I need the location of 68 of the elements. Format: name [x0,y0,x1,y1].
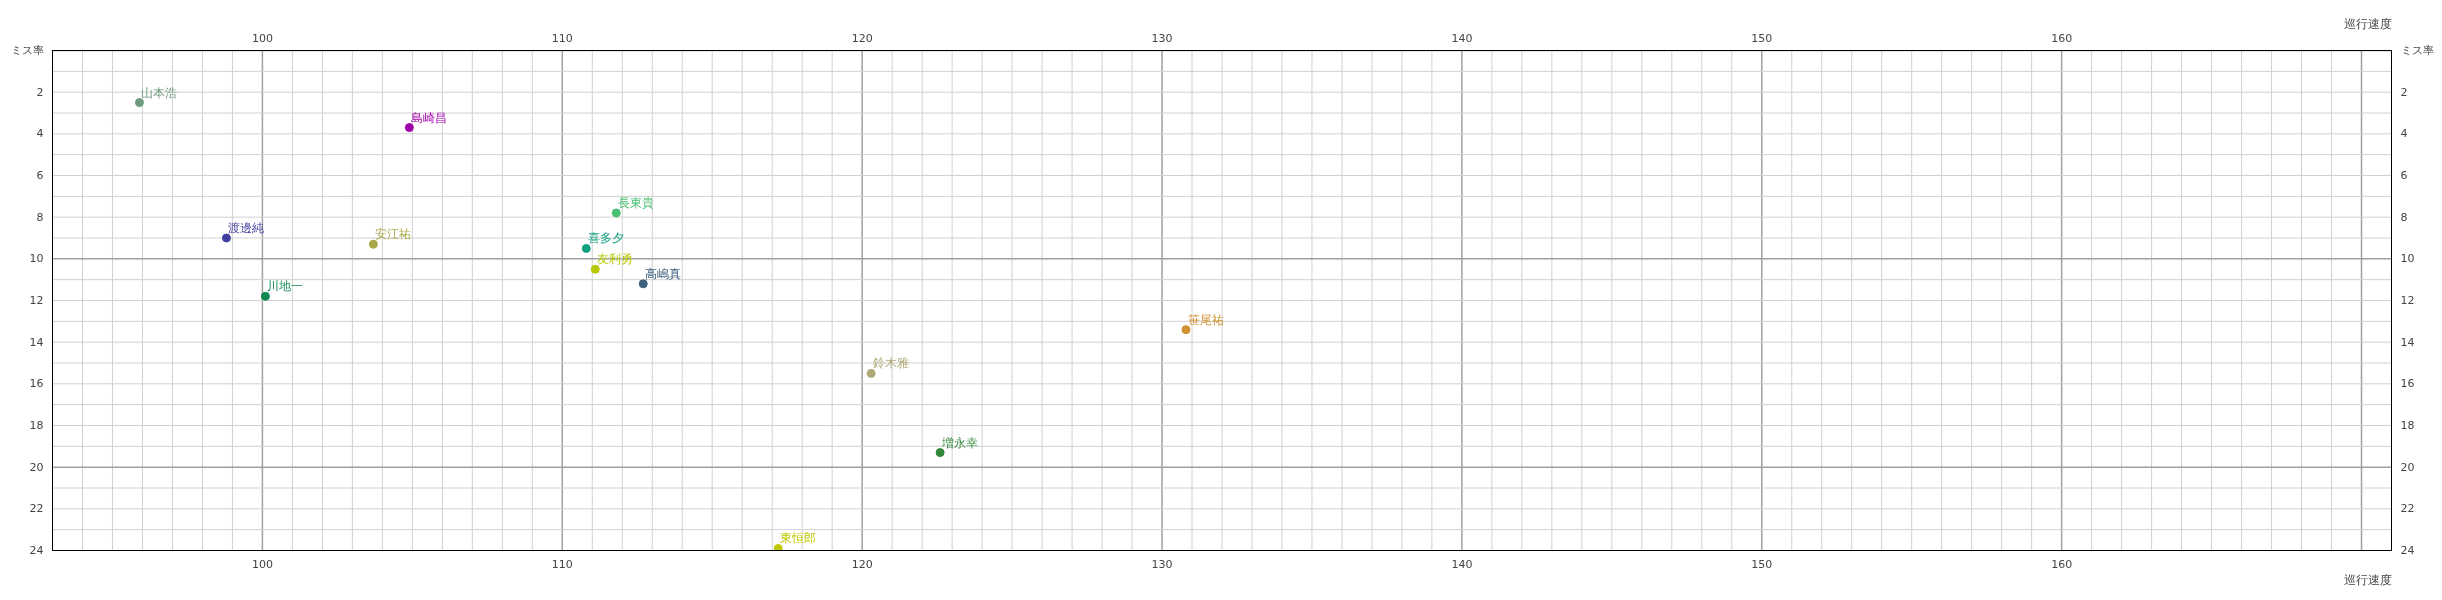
y-axis-title: ミス率 [10,44,44,57]
series-label: 山本浩 [141,85,178,100]
y-tick-label: 2 [36,85,44,99]
y2-tick-label: 22 [2400,502,2415,516]
point [581,243,591,253]
series-label: 安江祐 [375,227,412,242]
y2-tick-label: 14 [2400,335,2415,349]
y-tick-label: 16 [29,377,44,391]
y-tick-label: 20 [29,460,44,474]
y2-tick-label: 8 [2400,210,2408,224]
x2-tick-label: 140 [1451,557,1473,571]
point [866,368,876,378]
series-label: 渡邊純 [228,221,265,235]
series-label: 友利勇 [597,252,634,267]
y2-tick-label: 20 [2400,460,2415,474]
x-tick-label: 130 [1151,31,1173,45]
y-tick-label: 22 [29,502,44,516]
point [260,291,270,301]
y2-tick-label: 12 [2400,294,2415,307]
x2-tick-label: 160 [2051,557,2073,571]
y2-tick-label: 6 [2400,169,2408,182]
series-label: 高嶋真 [645,266,682,281]
y-tick-label: 10 [29,252,44,266]
x-tick-label: 160 [2051,31,2073,45]
point [368,239,378,249]
series-label: 島崎昌 [411,110,448,125]
point [221,233,231,243]
point [773,543,783,551]
x2-tick-label: 130 [1151,557,1173,571]
x-axis-title: 巡行速度 [2343,572,2392,587]
x-tick-label: 140 [1451,31,1473,45]
point [638,279,648,289]
x2-tick-label: 150 [1751,557,1773,571]
x2-axis-title: 巡行速度 [2343,16,2392,31]
y2-tick-label: 2 [2400,85,2408,99]
y-tick-label: 24 [29,544,44,557]
point [134,98,144,108]
series-label: 東恒郎 [780,531,817,546]
y-tick-label: 12 [29,294,44,307]
series-label: 長東貴 [618,196,655,210]
y-tick-label: 14 [29,335,44,349]
point [404,123,414,133]
x-tick-label: 120 [851,31,873,45]
y-tick-label: 6 [36,169,44,182]
point [611,208,621,218]
y2-axis-title: ミス率 [2400,44,2434,57]
y2-tick-label: 18 [2400,419,2415,432]
point [590,264,600,274]
series-label: 喜多夕 [588,231,625,246]
y-tick-label: 8 [36,210,44,224]
series-label: 増永幸 [941,435,979,450]
x-tick-label: 150 [1751,31,1773,45]
y2-tick-label: 24 [2400,544,2415,557]
x2-tick-label: 110 [551,557,573,571]
y2-tick-label: 10 [2400,252,2415,266]
x-tick-label: 110 [551,31,573,45]
series-label: 笹尾祐 [1188,312,1225,327]
series-label: 鈴木雅 [873,356,910,371]
y2-tick-label: 4 [2400,127,2408,141]
x2-tick-label: 120 [851,557,873,571]
series-label: 川地一 [267,279,304,294]
y2-tick-label: 16 [2400,377,2415,391]
y-tick-label: 4 [36,127,44,141]
x2-tick-label: 100 [251,557,273,571]
x-tick-label: 100 [251,31,273,45]
y-tick-label: 18 [29,419,44,432]
point [935,448,945,458]
point [1181,325,1191,335]
